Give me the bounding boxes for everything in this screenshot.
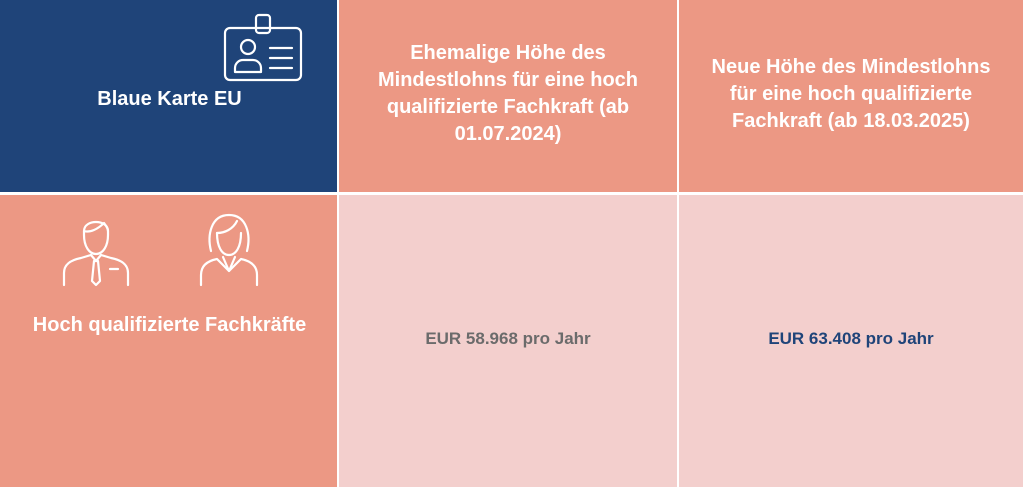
row-label-cell: Hoch qualifizierte Fachkräfte [0,195,339,487]
previous-header-text: Ehemalige Höhe des Mindestlohns für eine… [377,42,638,145]
new-minimum-wage-header: Neue Höhe des Mindestlohns für eine hoch… [679,0,1023,195]
brand-cell: Blaue Karte EU [0,0,339,195]
previous-minimum-wage-header: Ehemalige Höhe des Mindestlohns für eine… [339,0,679,195]
id-card-icon [223,13,303,82]
new-header-text: Neue Höhe des Mindestlohns für eine hoch… [711,55,991,132]
row-label: Hoch qualifizierte Fachkräfte [32,314,307,336]
new-salary-value: EUR 63.408 pro Jahr [768,329,934,348]
new-value-cell: EUR 63.408 pro Jahr [679,195,1023,487]
previous-value-cell: EUR 58.968 pro Jahr [339,195,679,487]
previous-salary-value: EUR 58.968 pro Jahr [425,329,591,348]
brand-title: Blaue Karte EU [97,88,242,110]
woman-icon [199,213,259,287]
man-icon [62,220,130,287]
